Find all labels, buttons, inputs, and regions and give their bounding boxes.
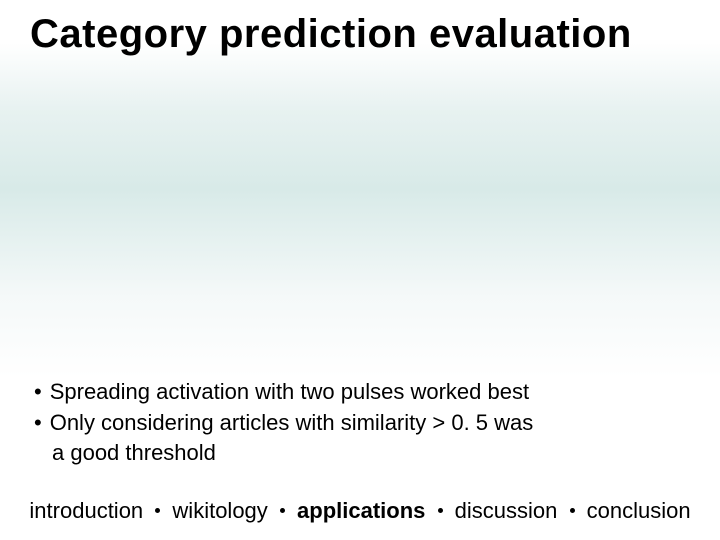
- bullet-text: Spreading activation with two pulses wor…: [50, 378, 690, 407]
- footer-item-conclusion: conclusion: [587, 498, 691, 523]
- footer-item-discussion: discussion: [455, 498, 558, 523]
- separator-dot-icon: [280, 508, 285, 513]
- slide: Category prediction evaluation • Spreadi…: [0, 0, 720, 540]
- bullet-text: a good threshold: [52, 439, 690, 468]
- bullet-item: • Only considering articles with similar…: [34, 409, 690, 438]
- bullet-marker: •: [34, 409, 42, 438]
- bullet-continuation: a good threshold: [34, 439, 690, 468]
- bullet-text: Only considering articles with similarit…: [50, 409, 690, 438]
- separator-dot-icon: [570, 508, 575, 513]
- footer-item-wikitology: wikitology: [172, 498, 267, 523]
- bullet-item: • Spreading activation with two pulses w…: [34, 378, 690, 407]
- footer-nav: introduction wikitology applications dis…: [0, 498, 720, 524]
- bullet-list: • Spreading activation with two pulses w…: [34, 378, 690, 470]
- footer-item-applications: applications: [297, 498, 425, 523]
- separator-dot-icon: [438, 508, 443, 513]
- slide-title: Category prediction evaluation: [30, 12, 690, 57]
- separator-dot-icon: [155, 508, 160, 513]
- bullet-marker: •: [34, 378, 42, 407]
- footer-item-introduction: introduction: [29, 498, 143, 523]
